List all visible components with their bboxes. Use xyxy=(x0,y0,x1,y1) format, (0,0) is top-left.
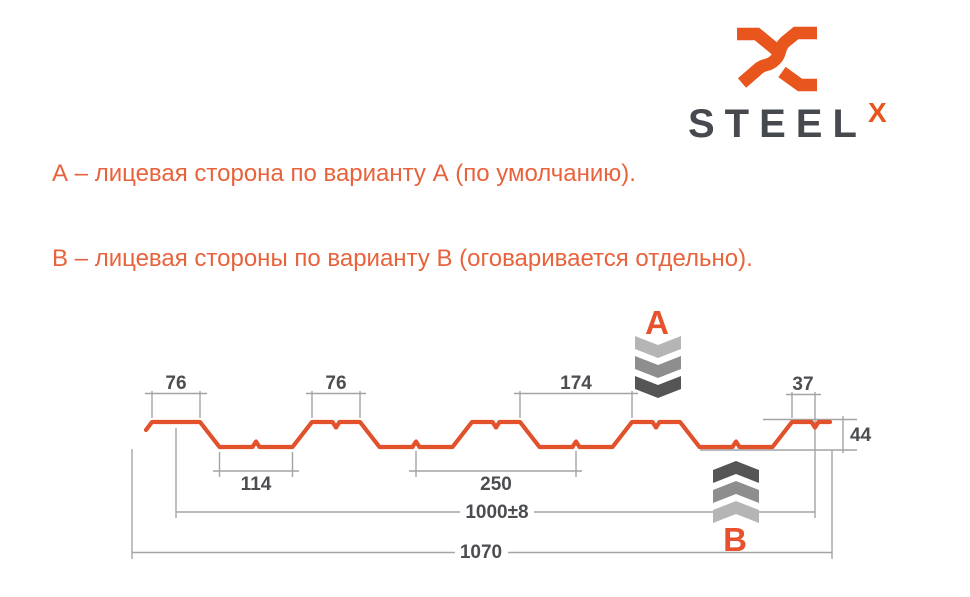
dim-rib-pitch: 250 xyxy=(409,451,582,495)
dim-useful-width: 1000±8 xyxy=(175,392,816,523)
x-twist-stroke xyxy=(737,26,817,88)
dim-edge-flat: 37 xyxy=(786,374,821,418)
dim-label: 44 xyxy=(850,425,872,446)
dim-profile-height: 44 xyxy=(700,416,872,453)
note-variant-a: А – лицевая сторона по варианту А (по ум… xyxy=(52,160,636,187)
note-variant-b: В – лицевая стороны по варианту В (огова… xyxy=(52,245,753,272)
dim-crest-spacing: 174 xyxy=(514,373,638,418)
chevron-down-icon xyxy=(635,356,681,378)
dim-label: 114 xyxy=(241,474,272,495)
x-mark-shape xyxy=(737,26,817,92)
steelx-logo-icon xyxy=(737,26,817,92)
variant-b-marker: В xyxy=(713,461,759,558)
brand-x-superscript: X xyxy=(868,97,887,128)
dim-label: 76 xyxy=(325,373,346,394)
dim-label: 1000±8 xyxy=(465,502,528,523)
dim-valley-width: 114 xyxy=(213,452,299,495)
profile-outline xyxy=(143,419,833,450)
x-bottom-right-arm xyxy=(778,66,817,92)
dim-label: 1070 xyxy=(460,542,502,563)
variant-a-letter: А xyxy=(645,304,669,341)
chevron-up-icon xyxy=(713,501,759,523)
dim-label: 250 xyxy=(480,474,512,495)
dim-top-flat-mid: 76 xyxy=(306,373,366,418)
brand-wordmark: STEEL xyxy=(688,102,867,146)
dim-label: 37 xyxy=(792,374,813,395)
dim-overall-width: 1070 xyxy=(131,449,833,563)
dim-top-flat-left: 76 xyxy=(145,373,207,418)
variant-b-letter: В xyxy=(723,521,747,558)
x-top-left-arm xyxy=(737,27,784,58)
chevron-down-icon xyxy=(635,336,681,358)
chevron-up-icon xyxy=(713,461,759,483)
variant-a-marker: А xyxy=(635,304,681,398)
dim-label: 174 xyxy=(560,373,592,394)
chevron-down-icon xyxy=(635,376,681,398)
chevron-up-icon xyxy=(713,481,759,503)
dim-label: 76 xyxy=(165,373,186,394)
